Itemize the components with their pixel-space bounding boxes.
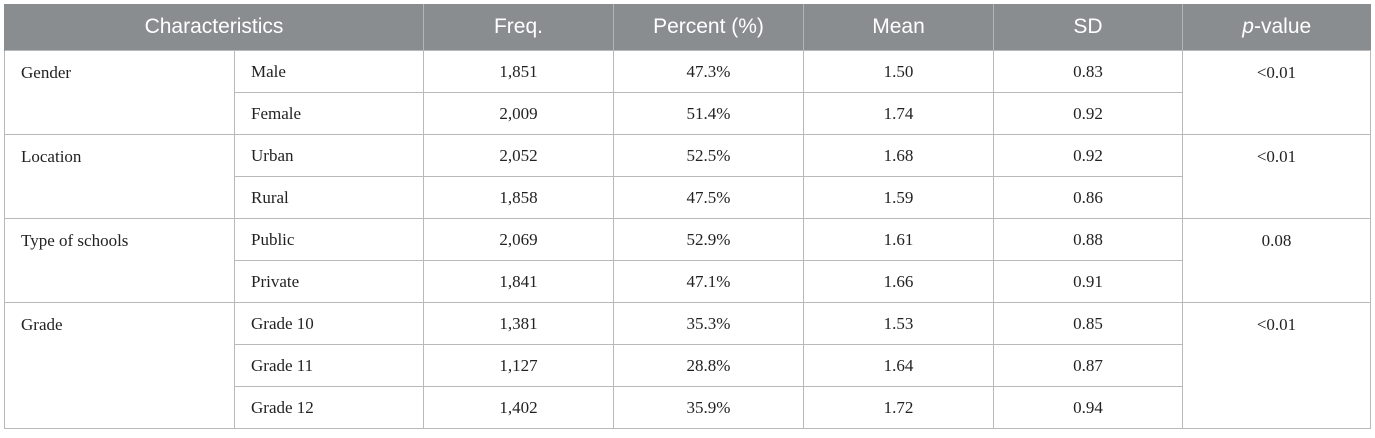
header-freq: Freq.: [423, 4, 614, 51]
percent-cell: 28.8%: [613, 344, 804, 387]
percent-cell: 47.5%: [613, 176, 804, 219]
header-sd: SD: [993, 4, 1183, 51]
sd-cell: 0.94: [993, 386, 1183, 429]
table-row: Location Urban 2,052 52.5% 1.68 0.92 <0.01: [4, 134, 1371, 219]
p-value-cell: <0.01: [1182, 134, 1371, 219]
percent-cell: 47.3%: [613, 50, 804, 93]
sd-cell: 0.92: [993, 134, 1183, 177]
sd-cell: 0.85: [993, 302, 1183, 345]
sd-cell: 0.91: [993, 260, 1183, 303]
group-name: Grade: [4, 302, 235, 429]
row-label: Male: [234, 50, 424, 93]
mean-cell: 1.72: [803, 386, 994, 429]
mean-cell: 1.74: [803, 92, 994, 135]
group-name: Location: [4, 134, 235, 219]
mean-cell: 1.61: [803, 218, 994, 261]
row-label: Public: [234, 218, 424, 261]
percent-cell: 51.4%: [613, 92, 804, 135]
table-row: Female 2,009 51.4% 1.74 0.92: [5, 92, 1371, 135]
sd-cell: 0.88: [993, 218, 1183, 261]
mean-cell: 1.66: [803, 260, 994, 303]
table-row: Type of schools Public 2,069 52.9% 1.61 0.88 0…: [4, 218, 1371, 303]
row-label: Grade 10: [234, 302, 424, 345]
table-body: Gender Male 1,851 47.3% 1.50 0.83 <0.01 Female 2…: [4, 50, 1371, 429]
sd-cell: 0.86: [993, 176, 1183, 219]
freq-cell: 1,402: [423, 386, 614, 429]
row-label: Grade 12: [234, 386, 424, 429]
sd-cell: 0.87: [993, 344, 1183, 387]
p-value-cell: <0.01: [1182, 50, 1371, 135]
header-mean: Mean: [803, 4, 994, 51]
row-label: Urban: [234, 134, 424, 177]
percent-cell: 35.9%: [613, 386, 804, 429]
freq-cell: 1,127: [423, 344, 614, 387]
freq-cell: 1,841: [423, 260, 614, 303]
group-name: Type of schools: [4, 218, 235, 303]
characteristics-table: Characteristics Freq. Percent (%) Mean S…: [4, 4, 1371, 429]
p-value-cell: 0.08: [1182, 218, 1371, 303]
mean-cell: 1.64: [803, 344, 994, 387]
percent-cell: 47.1%: [613, 260, 804, 303]
table-row: Gender Male 1,851 47.3% 1.50 0.83 <0.01: [4, 50, 1371, 135]
freq-cell: 1,851: [423, 50, 614, 93]
table-row: Grade Grade 10 1,381 35.3% 1.53 0.85 <0.01: [4, 302, 1371, 429]
mean-cell: 1.50: [803, 50, 994, 93]
header-percent: Percent (%): [613, 4, 804, 51]
mean-cell: 1.59: [803, 176, 994, 219]
p-value-cell: <0.01: [1182, 302, 1371, 429]
table-row: Grade 11 1,127 28.8% 1.64 0.87: [5, 344, 1371, 387]
row-label: Female: [234, 92, 424, 135]
freq-cell: 2,052: [423, 134, 614, 177]
percent-cell: 35.3%: [613, 302, 804, 345]
mean-cell: 1.68: [803, 134, 994, 177]
sd-cell: 0.83: [993, 50, 1183, 93]
row-label: Grade 11: [234, 344, 424, 387]
percent-cell: 52.9%: [613, 218, 804, 261]
table-row: Grade 12 1,402 35.9% 1.72 0.94: [5, 386, 1371, 429]
p-value-suffix: -value: [1253, 15, 1312, 38]
table-header: Characteristics Freq. Percent (%) Mean S…: [4, 4, 1371, 51]
mean-cell: 1.53: [803, 302, 994, 345]
group-name: Gender: [4, 50, 235, 135]
freq-cell: 1,858: [423, 176, 614, 219]
table-row: Private 1,841 47.1% 1.66 0.91: [5, 260, 1371, 303]
freq-cell: 2,009: [423, 92, 614, 135]
row-label: Rural: [234, 176, 424, 219]
header-characteristics: Characteristics: [4, 4, 424, 51]
sd-cell: 0.92: [993, 92, 1183, 135]
freq-cell: 2,069: [423, 218, 614, 261]
percent-cell: 52.5%: [613, 134, 804, 177]
row-label: Private: [234, 260, 424, 303]
table-row: Rural 1,858 47.5% 1.59 0.86: [5, 176, 1371, 219]
header-p-value: p-value: [1182, 4, 1371, 51]
p-symbol: p: [1242, 15, 1254, 38]
freq-cell: 1,381: [423, 302, 614, 345]
